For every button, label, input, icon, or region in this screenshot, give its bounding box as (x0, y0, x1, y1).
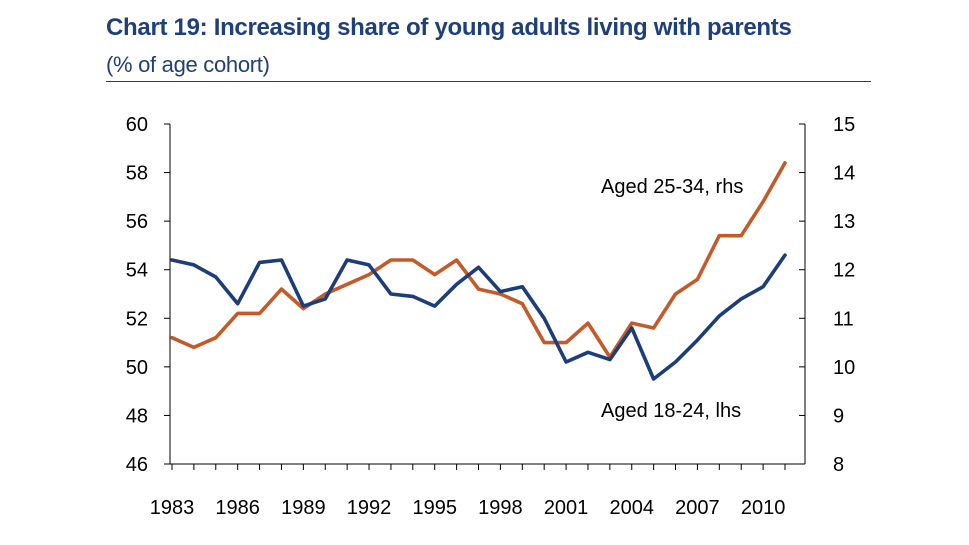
x-tick-label: 1995 (412, 497, 457, 519)
y-left-tick-label: 56 (126, 211, 148, 233)
x-tick-label: 1989 (281, 497, 326, 519)
x-tick-label: 2001 (544, 497, 589, 519)
y-left-tick-label: 46 (126, 454, 148, 476)
y-left-tick-label: 58 (126, 163, 148, 185)
y-left-tick-label: 50 (126, 357, 148, 379)
x-tick-label: 2004 (610, 497, 655, 519)
series-line-aged-18-24 (170, 253, 787, 381)
y-right-tick-label: 15 (833, 114, 855, 136)
y-right-tick-label: 9 (833, 405, 844, 427)
y-left-tick-label: 60 (126, 114, 148, 136)
y-right-tick-label: 14 (833, 163, 855, 185)
annotation-rhs-series: Aged 25-34, rhs (601, 176, 743, 198)
x-tick-label: 2010 (741, 497, 786, 519)
y-right-tick-label: 10 (833, 357, 855, 379)
y-left-tick-label: 52 (126, 308, 148, 330)
x-tick-label: 1983 (150, 497, 195, 519)
x-tick-label: 2007 (675, 497, 720, 519)
title-divider (106, 81, 871, 82)
chart-title: Chart 19: Increasing share of young adul… (106, 14, 792, 41)
annotation-lhs-series: Aged 18-24, lhs (601, 400, 741, 422)
x-tick-label: 1998 (478, 497, 523, 519)
series-line-aged-25-34 (170, 161, 787, 359)
y-left-tick-label: 48 (126, 405, 148, 427)
axes: 60 58 56 54 52 50 48 46 15 14 13 12 11 10 9 8 1983 1986 19… (126, 114, 856, 519)
x-tick-label: 1986 (215, 497, 260, 519)
y-right-tick-label: 12 (833, 260, 855, 282)
series-lines (170, 161, 787, 381)
y-right-tick-label: 8 (833, 454, 844, 476)
chart-subtitle: (% of age cohort) (106, 52, 270, 77)
y-right-tick-label: 13 (833, 211, 855, 233)
y-right-tick-label: 11 (833, 308, 854, 330)
x-tick-label: 1992 (347, 497, 392, 519)
y-left-tick-label: 54 (126, 260, 148, 282)
